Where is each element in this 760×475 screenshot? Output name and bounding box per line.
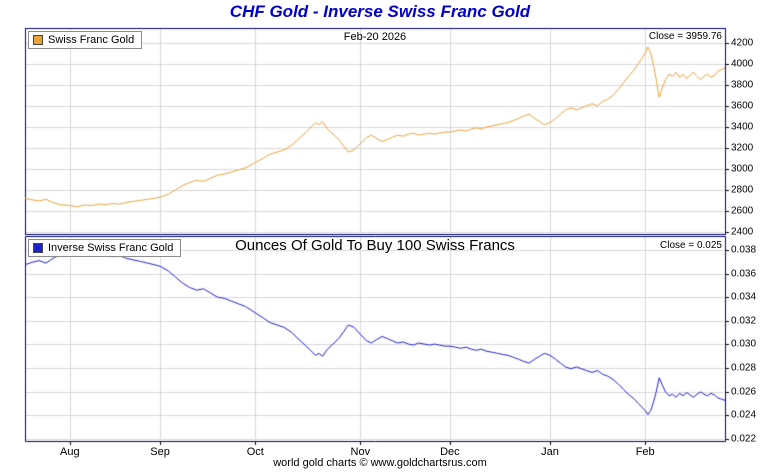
chart-title: CHF Gold - Inverse Swiss Franc Gold [229, 2, 531, 21]
y-axis-tick-label: 0.026 [731, 386, 757, 398]
attribution-footer: world gold charts © www.goldchartsrus.co… [273, 457, 487, 469]
x-axis-tick-label: Aug [60, 446, 80, 458]
legend-swiss-franc-gold: Swiss Franc Gold [28, 31, 143, 49]
x-axis-tick-label: Oct [246, 446, 264, 458]
y-axis-tick-label: 4200 [731, 37, 754, 49]
y-axis-tick-label: 3000 [731, 163, 754, 175]
x-axis-tick-label: Sep [150, 446, 170, 458]
x-axis-tick-label: Nov [350, 446, 371, 458]
x-axis-tick-label: Jan [541, 446, 559, 458]
last-date-label: Feb-20 2026 [343, 31, 407, 43]
legend-label-gold: Swiss Franc Gold [48, 34, 135, 46]
y-axis-tick-label: 3200 [731, 142, 754, 154]
y-axis-tick-label: 0.024 [731, 409, 757, 421]
y-axis-tick-label: 0.022 [731, 433, 757, 445]
y-axis-tick-label: 3400 [731, 121, 754, 133]
y-axis-tick-label: 2400 [731, 226, 754, 238]
y-axis-tick-label: 3800 [731, 79, 754, 91]
x-axis-tick-label: Dec [440, 446, 460, 458]
legend-inverse-swiss-franc-gold: Inverse Swiss Franc Gold [28, 239, 182, 257]
y-axis-tick-label: 0.034 [731, 291, 757, 303]
y-axis-tick-label: 0.038 [731, 244, 757, 256]
inverse-series-swatch-icon [33, 243, 43, 253]
y-axis-tick-label: 2800 [731, 184, 754, 196]
y-axis-tick-label: 3600 [731, 100, 754, 112]
y-axis-tick-label: 2600 [731, 205, 754, 217]
bottom-panel-caption: Ounces Of Gold To Buy 100 Swiss Francs [235, 237, 515, 254]
legend-label-inverse: Inverse Swiss Franc Gold [48, 242, 174, 254]
y-axis-tick-label: 0.032 [731, 315, 757, 327]
gold-close-value: Close = 3959.76 [648, 31, 722, 42]
inverse-close-value: Close = 0.025 [660, 240, 722, 251]
x-axis-tick-label: Feb [635, 446, 655, 458]
y-axis-tick-label: 0.036 [731, 268, 757, 280]
y-axis-tick-label: 0.028 [731, 362, 757, 374]
y-axis-tick-label: 4000 [731, 58, 754, 70]
y-axis-tick-label: 0.030 [731, 338, 757, 350]
gold-series-swatch-icon [33, 35, 43, 45]
